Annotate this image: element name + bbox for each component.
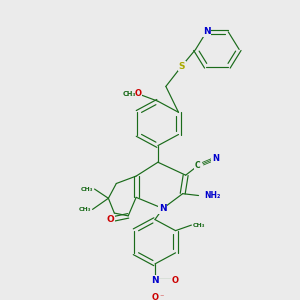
Text: S: S [178, 61, 185, 70]
Text: CH₃: CH₃ [81, 187, 94, 191]
Text: O: O [152, 293, 158, 300]
Text: CH₃: CH₃ [192, 223, 205, 228]
Text: N: N [203, 27, 210, 36]
Text: N: N [212, 154, 219, 163]
Text: C: C [195, 161, 200, 170]
Text: CH₃: CH₃ [123, 91, 136, 97]
Text: N: N [151, 276, 159, 285]
Text: CH₃: CH₃ [79, 207, 92, 212]
Text: NH₂: NH₂ [205, 191, 221, 200]
Text: ⁻: ⁻ [160, 293, 164, 300]
Text: N: N [159, 204, 167, 213]
Text: O: O [135, 89, 142, 98]
Text: O: O [106, 215, 114, 224]
Text: O: O [171, 276, 178, 285]
